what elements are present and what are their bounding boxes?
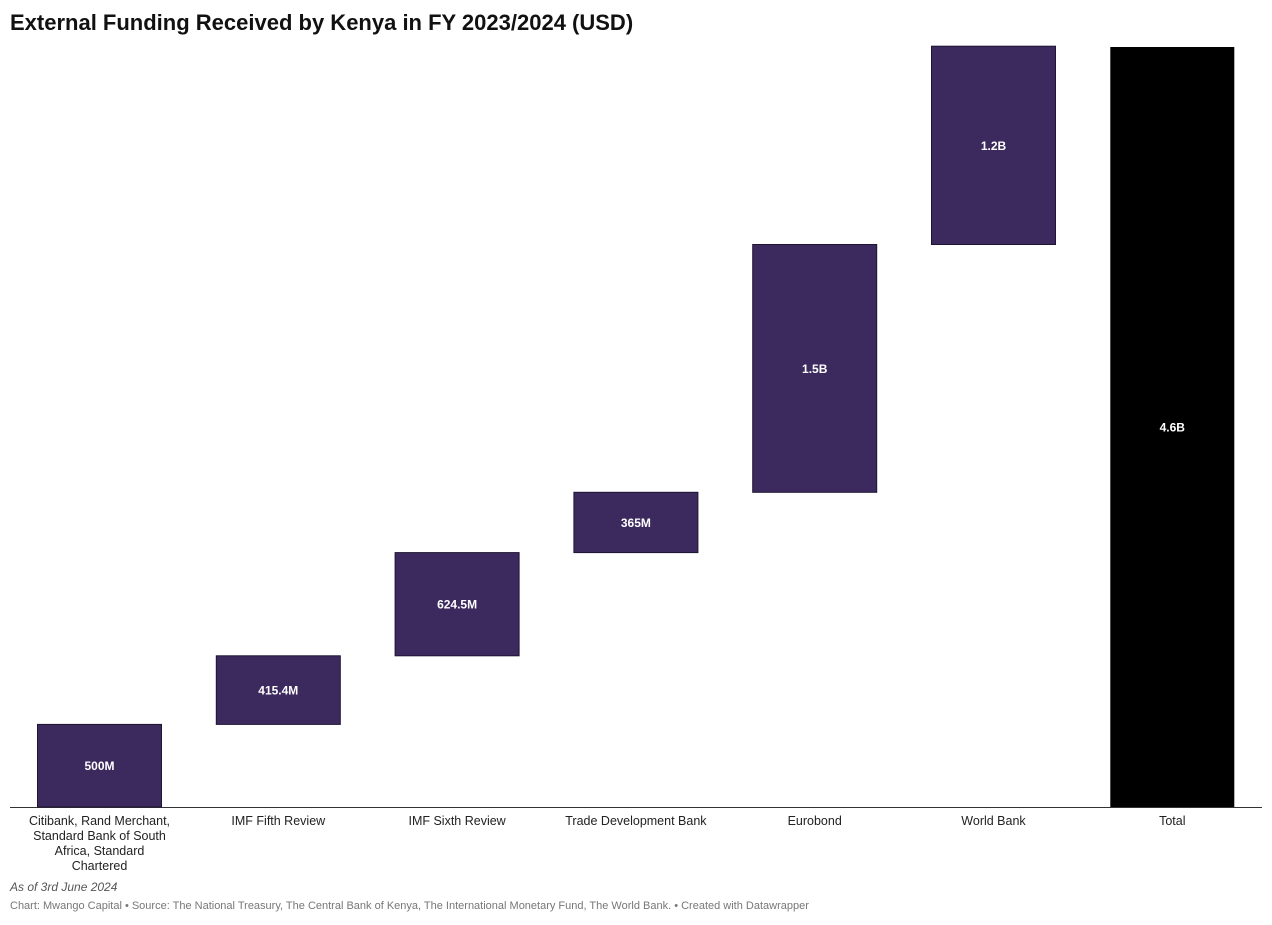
bar-citibank-rand-merchant-standard-bank-of- (37, 723, 162, 808)
bar-imf-fifth-review (215, 655, 341, 725)
x-tick-label-total: Total (1159, 814, 1185, 828)
waterfall-chart: 500M Citibank, Rand Merchant, Standard Ban… (10, 45, 1262, 873)
chart-title: External Funding Received by Kenya in FY… (10, 10, 634, 35)
data-label-imf-fifth-review: 415.4M (258, 684, 298, 698)
bar-imf-sixth-review (394, 552, 520, 657)
data-label-imf-sixth-review: 624.5M (437, 598, 477, 612)
data-label-trade-development-bank: 365M (621, 516, 651, 530)
footer-source: Chart: Mwango Capital • Source: The Nati… (10, 900, 809, 912)
x-tick-label-trade-development-bank: Trade Development Bank (565, 814, 707, 828)
bar-world-bank (931, 45, 1056, 246)
x-tick-label-eurobond: Eurobond (788, 814, 842, 828)
bar-eurobond (752, 244, 878, 493)
data-label-total: 4.6B (1160, 421, 1186, 435)
data-label-eurobond: 1.5B (802, 362, 828, 376)
bar-total (1110, 47, 1235, 807)
bar-trade-development-bank (573, 491, 699, 554)
footer-note: As of 3rd June 2024 (10, 880, 118, 894)
x-tick-label-world-bank: World Bank (961, 814, 1026, 828)
x-tick-label-citibank-rand-merchant-standard-bank-of-: Citibank, Rand Merchant, Standard Bank of… (29, 814, 170, 873)
data-label-citibank-rand-merchant-standard-bank-of-: 500M (84, 759, 114, 773)
x-tick-label-imf-fifth-review: IMF Fifth Review (231, 814, 326, 828)
x-tick-label-imf-sixth-review: IMF Sixth Review (408, 814, 506, 828)
data-label-world-bank: 1.2B (981, 139, 1007, 153)
